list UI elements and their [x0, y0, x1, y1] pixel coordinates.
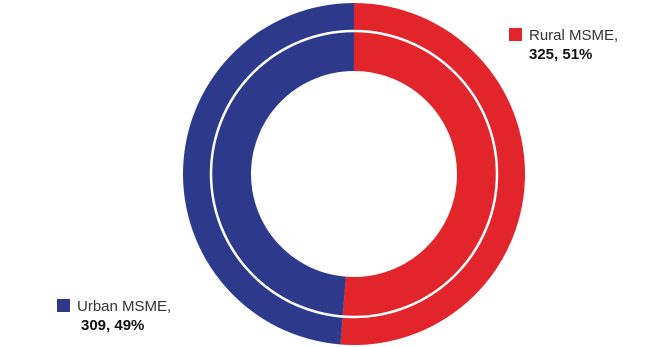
legend-swatch-rural: [509, 28, 522, 41]
separator-ring: [209, 29, 499, 319]
legend-value-rural: 325, 51%: [529, 46, 593, 63]
legend-value-urban: 309, 49%: [81, 317, 145, 334]
donut-slices: [183, 3, 526, 345]
slice-urban-msme: [183, 3, 354, 345]
legend-rural: Rural MSME, 325, 51%: [509, 26, 618, 64]
slice-rural-msme: [340, 3, 526, 345]
legend-label-urban: Urban MSME,: [77, 298, 172, 315]
legend-urban: Urban MSME, 309, 49%: [57, 297, 171, 335]
legend-label-rural: Rural MSME,: [529, 27, 619, 44]
legend-swatch-urban: [57, 299, 70, 312]
